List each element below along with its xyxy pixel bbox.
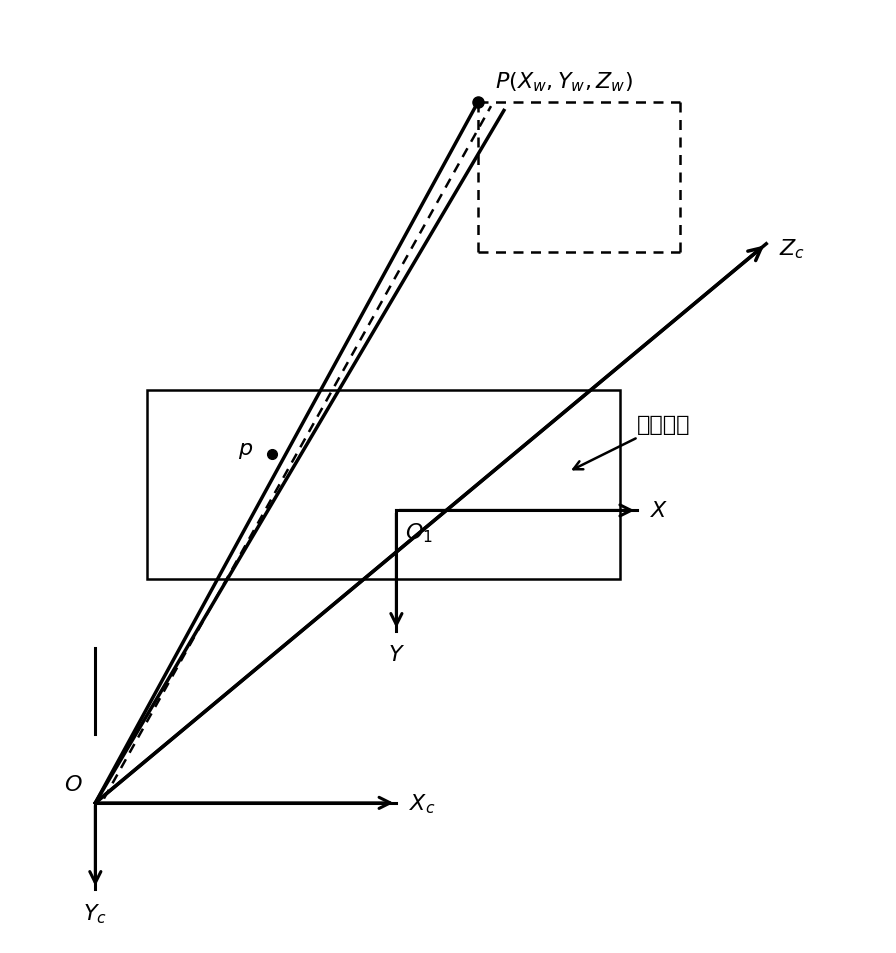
Text: $O_1$: $O_1$ <box>405 521 433 545</box>
Text: 图像平面: 图像平面 <box>573 415 691 470</box>
Text: $X$: $X$ <box>650 501 668 521</box>
Text: $O$: $O$ <box>64 775 82 795</box>
Text: $Z_c$: $Z_c$ <box>780 237 806 260</box>
Text: $P(X_w,Y_w,Z_w)$: $P(X_w,Y_w,Z_w)$ <box>495 71 633 94</box>
Text: $Y_c$: $Y_c$ <box>83 902 108 925</box>
Bar <box>147 391 620 579</box>
Text: $X_c$: $X_c$ <box>409 791 435 815</box>
Text: $p$: $p$ <box>237 440 253 460</box>
Text: $Y$: $Y$ <box>388 644 405 664</box>
